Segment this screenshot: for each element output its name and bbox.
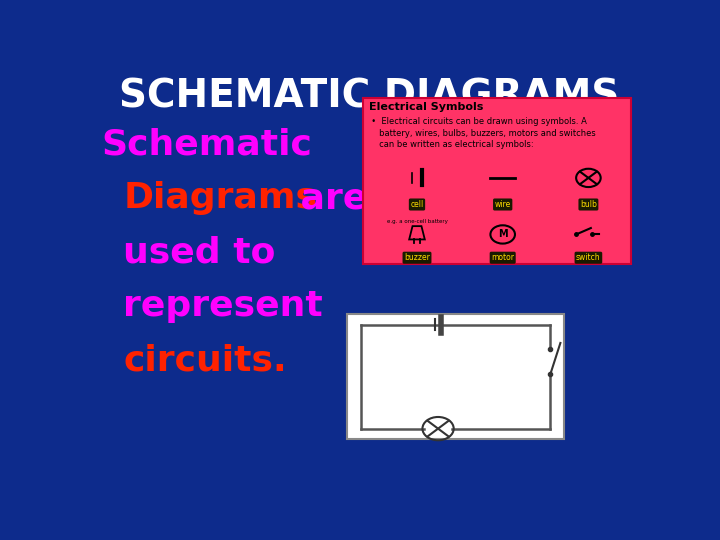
Text: •  Electrical circuits can be drawn using symbols. A
     battery, wires, bulbs,: • Electrical circuits can be drawn using… — [366, 117, 596, 150]
Text: bulb: bulb — [580, 200, 597, 209]
Text: used to: used to — [124, 235, 276, 269]
Text: Schematic: Schematic — [101, 127, 312, 161]
FancyBboxPatch shape — [347, 314, 564, 439]
Text: SCHEMATIC DIAGRAMS: SCHEMATIC DIAGRAMS — [119, 77, 619, 115]
Text: are: are — [288, 181, 367, 215]
Text: represent: represent — [124, 289, 323, 323]
Text: wire: wire — [495, 200, 510, 209]
FancyBboxPatch shape — [364, 98, 631, 265]
Text: switch: switch — [576, 253, 600, 262]
Text: M: M — [498, 230, 508, 239]
Text: Diagrams: Diagrams — [124, 181, 318, 215]
Text: cell: cell — [410, 200, 423, 209]
Text: e.g. a one-cell battery: e.g. a one-cell battery — [387, 219, 447, 224]
Text: motor: motor — [491, 253, 514, 262]
Text: buzzer: buzzer — [404, 253, 430, 262]
Text: Electrical Symbols: Electrical Symbols — [369, 102, 483, 112]
Text: circuits.: circuits. — [124, 343, 287, 377]
